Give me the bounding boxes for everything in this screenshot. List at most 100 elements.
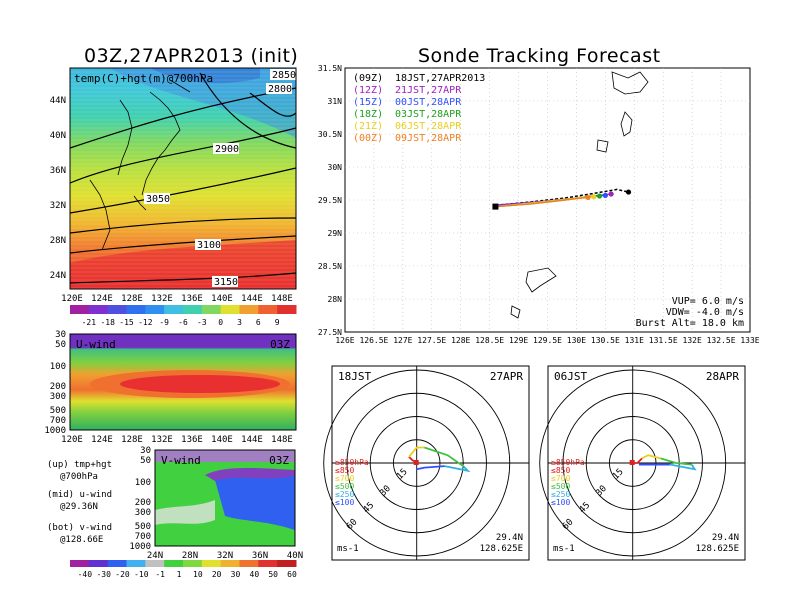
contour-line: [249, 92, 297, 117]
level-legend: ≥850hPa: [551, 458, 585, 467]
legend-notes: (up) tmp+hgt @700hPa (mid) u-wind @29.36N (b…: [47, 460, 112, 545]
colorbar-label: -3: [197, 318, 207, 327]
lon-tick-label: 129.5E: [533, 336, 562, 345]
lon-tick-label: 148E: [271, 294, 293, 304]
lon-tick-label: 132E: [683, 336, 702, 345]
island-outline: [525, 267, 557, 293]
contour-line: [69, 235, 297, 254]
wind-colorbar-label: 10: [193, 570, 203, 579]
vwind-strong-negative: [205, 467, 295, 481]
lon-tick-label: 124E: [91, 435, 113, 445]
lat-tick-label: 36N: [252, 551, 268, 561]
lon-tick-label: 128E: [451, 336, 470, 345]
map-field-label: temp(C)+hgt(m)@700hPa: [74, 72, 213, 85]
lon-tick-label: 132E: [151, 294, 173, 304]
hodograph-segment: [669, 463, 697, 471]
lat-tick-label: 29N: [328, 229, 343, 238]
polar-time: 06JST: [554, 370, 587, 383]
contour-label-bg: [195, 239, 221, 250]
wind-colorbar-cell: [239, 560, 259, 567]
vwind-negative: [215, 475, 295, 530]
pressure-tick-label: 300: [135, 508, 151, 518]
wind-colorbar-cell: [220, 560, 240, 567]
level-legend: ≤850: [551, 466, 570, 475]
lat-tick-label: 44N: [50, 96, 66, 106]
launch-utc: (09Z): [353, 73, 383, 84]
colorbar-cell: [201, 305, 222, 314]
wind-colorbar-label: -20: [115, 570, 130, 579]
coastline: [89, 79, 191, 251]
pressure-tick-label: 700: [135, 532, 151, 542]
pressure-tick-label: 50: [140, 456, 151, 466]
polar-unit: ms-1: [553, 544, 575, 554]
cold-core: [150, 68, 260, 84]
sonde-param: Burst Alt= 18.0 km: [636, 318, 744, 329]
pressure-tick-label: 30: [55, 330, 66, 340]
contour-line: [69, 217, 297, 234]
hodograph-segment: [408, 446, 425, 458]
wind-colorbar-cell: [201, 560, 222, 567]
lon-tick-label: 132.5E: [707, 336, 736, 345]
pressure-tick-label: 1000: [44, 426, 66, 436]
island-outline: [596, 139, 609, 153]
level-legend: ≤700: [551, 474, 570, 483]
colorbar-label: 0: [218, 318, 223, 327]
lon-tick-label: 144E: [241, 294, 263, 304]
jet-core: [120, 375, 280, 393]
pressure-tick-label: 200: [50, 382, 66, 392]
lon-tick-label: 126.5E: [359, 336, 388, 345]
island-outline: [510, 305, 521, 319]
wind-colorbar-cell: [164, 560, 184, 567]
lon-tick-label: 131.5E: [649, 336, 678, 345]
burst-point: [625, 189, 632, 195]
hodograph-segment: [660, 457, 692, 466]
polar-lat: 29.4N: [712, 533, 739, 543]
wind-colorbar-label: -40: [78, 570, 93, 579]
vwind-weak: [155, 500, 215, 525]
contour-label-bg: [266, 83, 292, 94]
colorbar-cell: [107, 305, 127, 314]
legend-note-sub: @29.36N: [60, 502, 98, 512]
level-legend: ≤250: [335, 490, 354, 499]
polar-unit: ms-1: [337, 544, 359, 554]
wind-colorbar-cell: [70, 560, 90, 567]
pressure-tick-label: 200: [135, 498, 151, 508]
island-outline: [611, 71, 649, 95]
map-title: 03Z,27APR2013 (init): [84, 45, 299, 67]
launch-site: [492, 203, 499, 210]
level-legend: ≤100: [335, 498, 354, 507]
lon-tick-label: 144E: [241, 435, 263, 445]
colorbar-cell: [239, 305, 259, 314]
lon-tick-label: 127.5E: [417, 336, 446, 345]
wind-colorbar-label: 30: [231, 570, 241, 579]
lat-tick-label: 31N: [328, 97, 343, 106]
hodograph-segment: [424, 446, 464, 467]
lat-tick-label: 24N: [50, 271, 66, 281]
uwind-frame: [69, 333, 297, 431]
level-legend: ≤700: [335, 474, 354, 483]
launch-utc: (18Z): [353, 109, 383, 120]
colorbar-label: 3: [237, 318, 242, 327]
lon-tick-label: 127E: [393, 336, 412, 345]
contour-line: [199, 72, 297, 149]
pressure-tick-label: 50: [55, 340, 66, 350]
pressure-tick-label: 500: [50, 406, 66, 416]
colorbar-label: -9: [159, 318, 169, 327]
vwind-label: V-wind: [161, 454, 201, 467]
lon-tick-label: 128.5E: [475, 336, 504, 345]
lon-tick-label: 136E: [181, 294, 203, 304]
colorbar-cell: [258, 305, 278, 314]
lon-tick-label: 130E: [567, 336, 586, 345]
tracking-title: Sonde Tracking Forecast: [418, 45, 661, 67]
lon-tick-label: 126E: [335, 336, 354, 345]
contour-label-bg: [212, 276, 238, 287]
sonde-param: VDW= -4.0 m/s: [666, 307, 744, 318]
wind-colorbar-label: -10: [134, 570, 149, 579]
contour-label: 3150: [214, 277, 238, 288]
lat-tick-label: 32N: [50, 201, 66, 211]
burst-point: [591, 194, 597, 200]
vwind-time: 03Z: [269, 454, 289, 467]
lon-tick-label: 140E: [211, 435, 233, 445]
wind-colorbar-cell: [183, 560, 203, 567]
